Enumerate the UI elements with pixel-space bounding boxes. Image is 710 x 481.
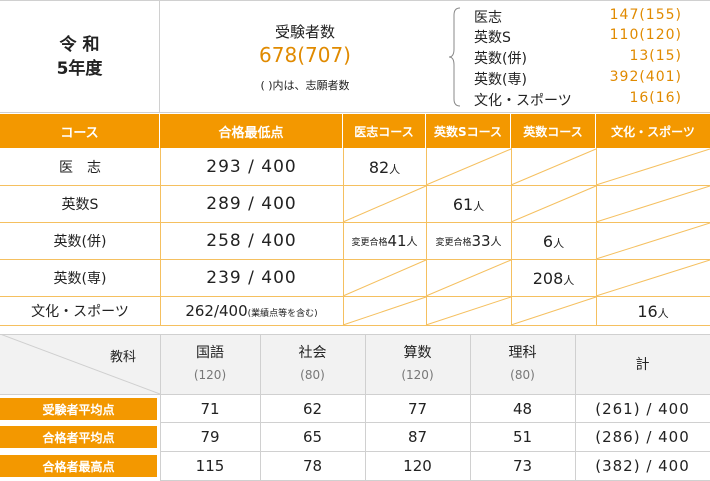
applicants-block: 受験者数 678(707) ( )内は、志願者数 (160, 1, 450, 113)
count-sen-eisu: 208 人 (532, 268, 575, 288)
count-hei-ishi: 変更合格 41 人 (351, 232, 418, 250)
header-bunka: 文化・スポーツ (596, 114, 710, 148)
score-value: 65 (302, 428, 323, 446)
score-value: 87 (407, 428, 428, 446)
year-line1: 令 和 (59, 35, 100, 55)
subject-japanese: 国語 (120) (193, 345, 227, 382)
applicants-note: ( )内は、志願者数 (260, 79, 350, 92)
min-score-note: (業績点等を含む) (247, 309, 318, 319)
min-score: 293 / 400 (206, 157, 297, 177)
course-row-label: 文化・スポーツ (31, 304, 129, 320)
score-value: 120 (403, 457, 432, 475)
breakdown-item: 英数(併) 13(15) (474, 48, 682, 67)
header-eisu: 英数コース (511, 114, 596, 148)
course-row-label: 英数S (61, 197, 99, 213)
score-total: (261) / 400 (595, 400, 690, 418)
breakdown-item: 英数(専) 392(401) (474, 69, 682, 88)
breakdown-item: 英数S 110(120) (474, 27, 682, 46)
subject-social: 社会 (80) (298, 345, 327, 382)
score-value: 77 (407, 400, 428, 418)
score-value: 115 (195, 457, 225, 475)
breakdown-item: 医志 147(155) (474, 7, 682, 26)
score-value: 51 (512, 428, 533, 446)
course-row-label: 英数(併) (53, 234, 107, 250)
score-row-label: 合格者平均点 (0, 426, 157, 448)
corner-diagonal (0, 334, 160, 394)
header-ishi: 医志コース (343, 114, 426, 148)
applicants-label: 受験者数 (274, 23, 335, 41)
empty-cell-diagonals (0, 148, 710, 326)
score-header-bg (0, 334, 710, 394)
score-value: 71 (200, 400, 220, 418)
subject-science: 理科 (80) (508, 345, 537, 382)
min-score: 262/400 (業績点等を含む) (185, 302, 318, 320)
header-course: コース (0, 114, 160, 148)
corner-label: 教科 (110, 350, 137, 365)
breakdown-list: 医志 147(155) 英数S 110(120) 英数(併) 13(15) 英数… (470, 7, 700, 111)
year-cell: 令 和 5年度 (0, 1, 160, 113)
score-row-label: 受験者平均点 (0, 398, 157, 420)
count-hei-eisus: 変更合格 33 人 (435, 232, 502, 250)
score-total: (382) / 400 (595, 457, 690, 475)
header-min-score: 合格最低点 (160, 114, 343, 148)
count-eisus-eisus: 61 人 (452, 194, 485, 214)
score-value: 79 (200, 428, 220, 446)
course-table: コース 合格最低点 医志コース 英数Sコース 英数コース 文化・スポーツ 医 志… (0, 114, 710, 326)
min-score: 289 / 400 (206, 194, 297, 214)
year-line2: 5年度 (56, 59, 103, 79)
score-value: 48 (512, 400, 533, 418)
course-row-label: 医 志 (59, 160, 101, 176)
score-value: 62 (302, 400, 323, 418)
count-ishi-ishi: 82 人 (368, 157, 401, 177)
score-row-label: 合格者最高点 (0, 455, 157, 477)
count-bunka-bunka: 16 人 (637, 301, 669, 321)
score-table: 教科 国語 (120) 社会 (80) 算数 (120) 理科 (80) 計 受… (0, 334, 710, 481)
header-eisu-s: 英数Sコース (426, 114, 511, 148)
score-value: 78 (302, 457, 323, 475)
subject-math: 算数 (120) (401, 345, 434, 382)
top-section: 令 和 5年度 受験者数 678(707) ( )内は、志願者数 医志 147(… (0, 0, 710, 113)
breakdown-item: 文化・スポーツ 16(16) (474, 90, 682, 109)
min-score: 239 / 400 (206, 268, 297, 288)
score-total: (286) / 400 (595, 428, 690, 446)
min-score: 258 / 400 (206, 231, 297, 251)
subject-total: 計 (635, 357, 650, 373)
course-row-label: 英数(専) (53, 271, 107, 287)
applicants-value: 678(707) (259, 43, 351, 67)
brace-icon (448, 7, 461, 107)
score-value: 73 (512, 457, 533, 475)
